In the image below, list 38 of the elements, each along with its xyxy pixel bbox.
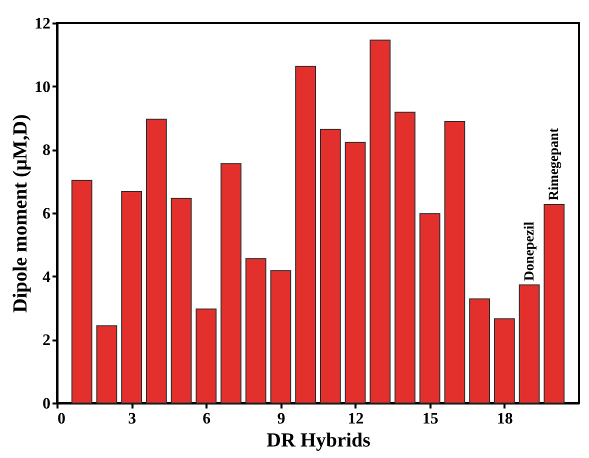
bar (220, 163, 242, 404)
x-tick-label: 12 (348, 410, 364, 428)
x-tick-label: 6 (202, 410, 211, 428)
bar (270, 270, 292, 404)
bar (96, 325, 118, 404)
y-tick-label: 4 (42, 268, 50, 286)
bar (71, 180, 92, 404)
y-tick-label: 12 (34, 16, 50, 32)
bar (544, 204, 565, 404)
bar (344, 142, 366, 404)
x-tick-label: 9 (277, 410, 286, 428)
x-axis-title: DR Hybrids (266, 430, 371, 452)
bar (494, 318, 515, 404)
bar (320, 128, 341, 404)
bar (419, 213, 440, 404)
bar (121, 190, 142, 404)
bar (370, 40, 391, 404)
bar (295, 66, 316, 404)
y-axis-title: Dipole moment (μM,D) (10, 114, 32, 313)
x-tick-label: 3 (128, 410, 136, 428)
y-tick-label: 10 (34, 78, 50, 96)
bar (444, 120, 466, 404)
bar (245, 258, 266, 404)
x-tick-label: 18 (496, 410, 513, 428)
bar (469, 298, 490, 404)
bar (146, 118, 167, 404)
y-tick-label: 2 (42, 332, 50, 350)
bar (196, 308, 217, 404)
bar (170, 198, 192, 404)
y-tick-label: 6 (42, 206, 50, 222)
y-tick-label: 8 (42, 142, 50, 160)
bar (518, 284, 540, 404)
annotation: Rimegepant (547, 128, 562, 200)
bar (394, 112, 416, 404)
x-tick-label: 15 (422, 410, 438, 428)
annotation: Donepezil (522, 222, 538, 281)
x-tick-label: 0 (58, 410, 66, 428)
y-tick-label: 0 (42, 396, 50, 412)
